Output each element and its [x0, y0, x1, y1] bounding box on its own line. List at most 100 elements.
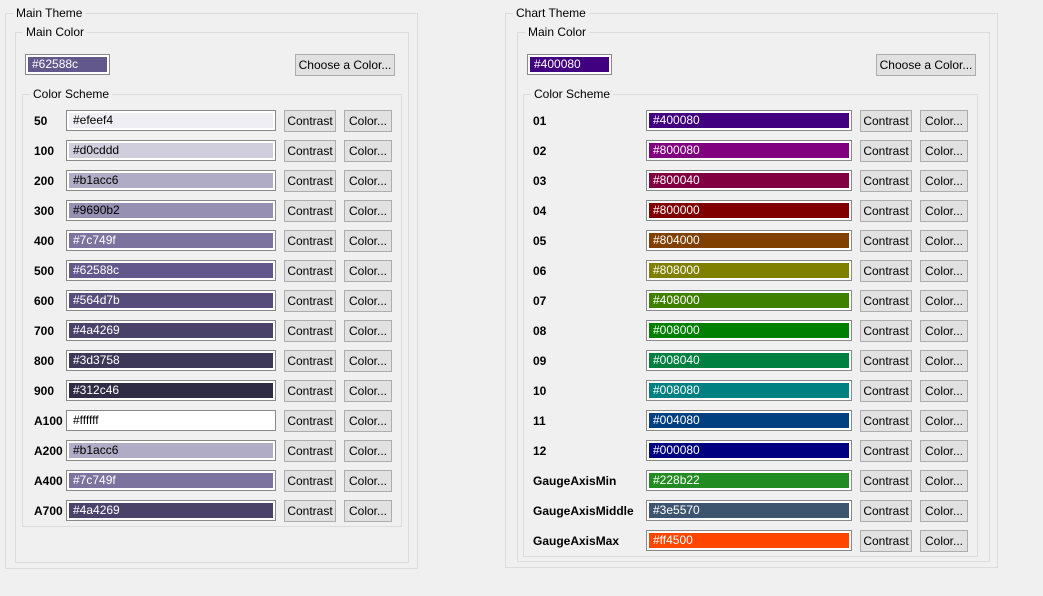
color-picker-button[interactable]: Color... — [920, 409, 968, 432]
color-scheme-hex-field[interactable]: #7c749f — [66, 470, 276, 491]
color-picker-button[interactable]: Color... — [344, 499, 392, 522]
color-picker-button[interactable]: Color... — [920, 379, 968, 402]
color-scheme-hex-field[interactable]: #ffffff — [66, 410, 276, 431]
color-scheme-hex-field[interactable]: #808000 — [646, 260, 852, 281]
contrast-button[interactable]: Contrast — [860, 319, 912, 342]
color-picker-button[interactable]: Color... — [920, 109, 968, 132]
color-scheme-row: 12 #000080 Contrast Color... — [524, 439, 977, 462]
color-scheme-hex-field[interactable]: #4a4269 — [66, 500, 276, 521]
color-scheme-hex-field[interactable]: #564d7b — [66, 290, 276, 311]
color-picker-button[interactable]: Color... — [920, 229, 968, 252]
color-scheme-hex-field[interactable]: #008000 — [646, 320, 852, 341]
color-scheme-hex-field[interactable]: #800080 — [646, 140, 852, 161]
color-picker-button[interactable]: Color... — [920, 319, 968, 342]
color-scheme-hex-field[interactable]: #d0cddd — [66, 140, 276, 161]
color-picker-button[interactable]: Color... — [344, 349, 392, 372]
color-picker-button[interactable]: Color... — [920, 349, 968, 372]
color-scheme-hex-field[interactable]: #228b22 — [646, 470, 852, 491]
color-picker-button[interactable]: Color... — [920, 469, 968, 492]
color-scheme-hex-value: #000080 — [649, 443, 849, 458]
color-scheme-hex-value: #4a4269 — [69, 323, 273, 338]
color-picker-button[interactable]: Color... — [344, 289, 392, 312]
contrast-button[interactable]: Contrast — [284, 349, 336, 372]
choose-color-button[interactable]: Choose a Color... — [876, 54, 976, 76]
color-scheme-hex-field[interactable]: #804000 — [646, 230, 852, 251]
color-scheme-hex-field[interactable]: #3d3758 — [66, 350, 276, 371]
color-scheme-hex-field[interactable]: #000080 — [646, 440, 852, 461]
contrast-button[interactable]: Contrast — [284, 139, 336, 162]
color-picker-button[interactable]: Color... — [920, 499, 968, 522]
color-picker-button[interactable]: Color... — [344, 439, 392, 462]
color-scheme-hex-field[interactable]: #004080 — [646, 410, 852, 431]
contrast-button[interactable]: Contrast — [284, 259, 336, 282]
color-picker-button[interactable]: Color... — [920, 259, 968, 282]
color-scheme-hex-field[interactable]: #b1acc6 — [66, 440, 276, 461]
color-picker-button[interactable]: Color... — [344, 169, 392, 192]
contrast-button[interactable]: Contrast — [860, 439, 912, 462]
color-picker-button[interactable]: Color... — [344, 229, 392, 252]
contrast-button[interactable]: Contrast — [284, 439, 336, 462]
contrast-button[interactable]: Contrast — [860, 229, 912, 252]
contrast-button[interactable]: Contrast — [284, 499, 336, 522]
color-scheme-hex-field[interactable]: #312c46 — [66, 380, 276, 401]
color-picker-button[interactable]: Color... — [344, 139, 392, 162]
color-scheme-hex-field[interactable]: #3e5570 — [646, 500, 852, 521]
color-scheme-hex-field[interactable]: #b1acc6 — [66, 170, 276, 191]
contrast-button[interactable]: Contrast — [860, 289, 912, 312]
contrast-button[interactable]: Contrast — [284, 319, 336, 342]
contrast-button[interactable]: Contrast — [860, 409, 912, 432]
color-picker-button[interactable]: Color... — [344, 319, 392, 342]
color-picker-button[interactable]: Color... — [920, 139, 968, 162]
contrast-button[interactable]: Contrast — [284, 109, 336, 132]
contrast-button[interactable]: Contrast — [860, 259, 912, 282]
main-color-swatch[interactable]: #400080 — [527, 54, 612, 75]
choose-color-button[interactable]: Choose a Color... — [295, 54, 395, 76]
color-picker-button[interactable]: Color... — [344, 259, 392, 282]
color-picker-button[interactable]: Color... — [344, 409, 392, 432]
color-scheme-hex-field[interactable]: #800040 — [646, 170, 852, 191]
color-picker-button[interactable]: Color... — [344, 469, 392, 492]
color-scheme-hex-field[interactable]: #800000 — [646, 200, 852, 221]
contrast-button[interactable]: Contrast — [284, 289, 336, 312]
color-scheme-row: 900 #312c46 Contrast Color... — [23, 379, 401, 402]
contrast-button[interactable]: Contrast — [284, 169, 336, 192]
contrast-button[interactable]: Contrast — [284, 229, 336, 252]
contrast-button[interactable]: Contrast — [284, 409, 336, 432]
color-scheme-row: 10 #008080 Contrast Color... — [524, 379, 977, 402]
color-scheme-hex-field[interactable]: #62588c — [66, 260, 276, 281]
color-scheme-hex-field[interactable]: #7c749f — [66, 230, 276, 251]
color-picker-button[interactable]: Color... — [344, 109, 392, 132]
color-scheme-hex-value: #808000 — [649, 263, 849, 278]
color-scheme-row: 09 #008040 Contrast Color... — [524, 349, 977, 372]
color-picker-button[interactable]: Color... — [920, 439, 968, 462]
contrast-button[interactable]: Contrast — [860, 529, 912, 552]
color-picker-button[interactable]: Color... — [920, 529, 968, 552]
contrast-button[interactable]: Contrast — [284, 199, 336, 222]
contrast-button[interactable]: Contrast — [860, 379, 912, 402]
color-scheme-hex-field[interactable]: #ff4500 — [646, 530, 852, 551]
color-scheme-hex-field[interactable]: #400080 — [646, 110, 852, 131]
color-picker-button[interactable]: Color... — [344, 379, 392, 402]
color-picker-button[interactable]: Color... — [920, 169, 968, 192]
color-scheme-hex-field[interactable]: #4a4269 — [66, 320, 276, 341]
contrast-button[interactable]: Contrast — [860, 109, 912, 132]
contrast-button[interactable]: Contrast — [860, 349, 912, 372]
color-scheme-hex-field[interactable]: #008040 — [646, 350, 852, 371]
color-scheme-hex-field[interactable]: #efeef4 — [66, 110, 276, 131]
main-color-swatch[interactable]: #62588c — [25, 54, 110, 75]
color-scheme-hex-field[interactable]: #408000 — [646, 290, 852, 311]
contrast-button[interactable]: Contrast — [860, 199, 912, 222]
color-scheme-row-label: 300 — [34, 203, 55, 218]
contrast-button[interactable]: Contrast — [860, 469, 912, 492]
contrast-button[interactable]: Contrast — [284, 469, 336, 492]
color-picker-button[interactable]: Color... — [344, 199, 392, 222]
contrast-button[interactable]: Contrast — [860, 139, 912, 162]
color-scheme-hex-field[interactable]: #9690b2 — [66, 200, 276, 221]
color-picker-button[interactable]: Color... — [920, 289, 968, 312]
color-scheme-row-label: A100 — [34, 413, 63, 428]
contrast-button[interactable]: Contrast — [860, 169, 912, 192]
contrast-button[interactable]: Contrast — [860, 499, 912, 522]
color-picker-button[interactable]: Color... — [920, 199, 968, 222]
contrast-button[interactable]: Contrast — [284, 379, 336, 402]
color-scheme-hex-field[interactable]: #008080 — [646, 380, 852, 401]
